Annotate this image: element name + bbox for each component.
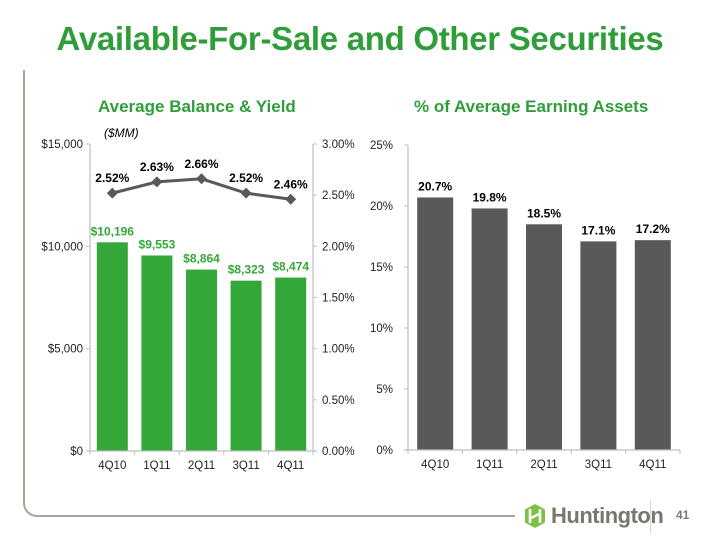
page-number: 41 [676,508,690,522]
x-tick-label: 4Q11 [277,460,304,472]
balance-bar [96,242,128,451]
y-tick-label: $10,000 [41,241,83,253]
y-tick-label: 5% [376,384,393,396]
left-chart-title: Average Balance & Yield [98,97,296,116]
y2-tick-label: 2.50% [322,190,355,202]
earning-assets-bar-label: 19.8% [473,190,507,204]
y2-tick-label: 1.50% [322,293,355,305]
x-tick-label: 1Q11 [143,460,170,472]
balance-bar-label: $9,553 [139,237,176,251]
huntington-logo-icon [525,504,545,528]
x-tick-label: 3Q11 [585,459,612,471]
huntington-logo: Huntington [523,503,664,529]
y-tick-label: 20% [370,201,393,213]
yield-marker [106,187,118,199]
logo-wordmark: Huntington [551,503,664,528]
yield-marker [196,173,207,185]
slide-frame-border [23,70,563,517]
y2-tick-label: 0.50% [322,395,355,407]
earning-assets-bar [580,241,617,450]
y-tick-label: $0 [70,446,83,458]
y-tick-label: 0% [376,445,393,457]
earning-assets-bar [634,240,671,450]
y2-tick-label: 2.00% [322,241,355,253]
y2-tick-label: 1.00% [322,344,355,356]
balance-bar-label: $8,323 [228,263,265,277]
page-title: Available-For-Sale and Other Securities [56,20,664,57]
balance-bar [230,280,262,451]
right-chart-title: % of Average Earning Assets [414,97,649,116]
yield-label: 2.66% [184,157,218,171]
x-tick-label: 2Q11 [530,459,557,471]
yield-marker [240,187,252,199]
y-tick-label: 25% [370,140,393,152]
balance-bar [186,269,217,451]
y-tick-label: 15% [370,262,393,274]
earning-assets-bar-label: 20.7% [418,179,452,193]
earning-assets-bar-label: 17.2% [636,222,670,236]
x-tick-label: 3Q11 [232,460,259,472]
earning-assets-bar-label: 18.5% [527,206,561,220]
earning-assets-bar [471,208,508,450]
earning-assets-bar-label: 17.1% [581,223,615,237]
x-tick-label: 4Q11 [639,459,666,471]
y-tick-label: $15,000 [41,139,83,151]
x-tick-label: 2Q11 [188,460,215,472]
balance-bar [275,277,307,451]
x-tick-label: 4Q10 [421,459,449,471]
balance-bar-label: $10,196 [91,224,135,238]
balance-bar [141,255,173,451]
page-number-divider [650,500,651,534]
x-tick-label: 4Q10 [98,460,126,472]
yield-label: 2.52% [95,171,129,185]
yield-label: 2.52% [229,171,263,185]
y2-tick-label: 0.00% [322,446,355,458]
units-label: ($MM) [104,126,139,140]
y-tick-label: 10% [370,323,393,335]
yield-marker [285,193,297,205]
y2-tick-label: 3.00% [322,139,355,151]
balance-bar-label: $8,864 [183,252,220,266]
yield-label: 2.63% [140,160,174,174]
balance-bar-label: $8,474 [272,260,309,274]
earning-assets-bar [417,197,454,450]
x-tick-label: 1Q11 [476,459,503,471]
y-tick-label: $5,000 [48,344,83,356]
earning-assets-bar [526,224,562,450]
yield-marker [151,176,163,188]
yield-label: 2.46% [274,177,308,191]
